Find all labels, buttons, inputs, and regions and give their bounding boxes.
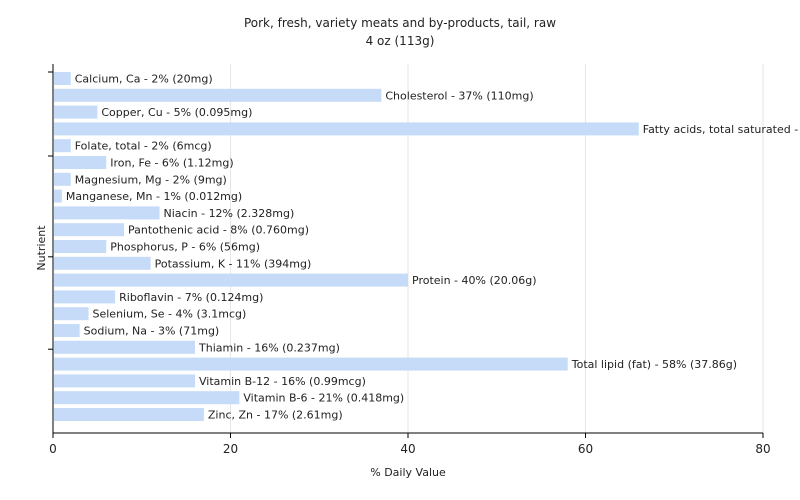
bar bbox=[54, 391, 240, 405]
bar bbox=[54, 273, 408, 287]
bar-label: Protein - 40% (20.06g) bbox=[412, 274, 537, 287]
bar bbox=[54, 307, 89, 321]
bar-label: Niacin - 12% (2.328mg) bbox=[164, 207, 295, 220]
chart-title: Pork, fresh, variety meats and by-produc… bbox=[244, 16, 556, 30]
bar-label: Cholesterol - 37% (110mg) bbox=[385, 89, 533, 102]
bar bbox=[54, 374, 195, 388]
bar-label: Magnesium, Mg - 2% (9mg) bbox=[75, 173, 227, 186]
x-axis-label: % Daily Value bbox=[370, 466, 446, 479]
x-tick-label: 40 bbox=[400, 442, 415, 456]
bar-label: Vitamin B-12 - 16% (0.99mcg) bbox=[199, 375, 366, 388]
bar-label: Selenium, Se - 4% (3.1mcg) bbox=[93, 308, 247, 321]
y-axis-ticks bbox=[48, 71, 53, 350]
bar bbox=[54, 88, 382, 102]
bar bbox=[54, 172, 71, 186]
bar bbox=[54, 290, 116, 304]
bar bbox=[54, 256, 151, 270]
bar bbox=[54, 357, 568, 371]
x-tick-label: 20 bbox=[223, 442, 238, 456]
x-tick-label: 0 bbox=[49, 442, 57, 456]
bar-label: Calcium, Ca - 2% (20mg) bbox=[75, 73, 213, 86]
bar bbox=[54, 223, 124, 237]
y-axis-label: Nutrient bbox=[35, 225, 48, 271]
bar-label: Manganese, Mn - 1% (0.012mg) bbox=[66, 190, 242, 203]
bar-label: Riboflavin - 7% (0.124mg) bbox=[119, 291, 263, 304]
bar bbox=[54, 206, 160, 220]
bar-label: Iron, Fe - 6% (1.12mg) bbox=[110, 157, 233, 170]
bar bbox=[54, 122, 639, 136]
bar bbox=[54, 105, 98, 119]
bar-label: Fatty acids, total saturated - 66% (13.1… bbox=[643, 123, 800, 136]
bar-label: Vitamin B-6 - 21% (0.418mg) bbox=[243, 392, 404, 405]
chart-subtitle: 4 oz (113g) bbox=[366, 34, 435, 48]
bar-label: Folate, total - 2% (6mcg) bbox=[75, 140, 212, 153]
bar-label: Sodium, Na - 3% (71mg) bbox=[84, 325, 220, 338]
bar bbox=[54, 340, 195, 354]
bar bbox=[54, 139, 71, 153]
bar bbox=[54, 408, 204, 421]
bar bbox=[54, 324, 80, 337]
bar bbox=[54, 189, 62, 203]
bars: Calcium, Ca - 2% (20mg) Cholesterol - 37%… bbox=[54, 72, 800, 422]
bar-label: Thiamin - 16% (0.237mg) bbox=[198, 341, 340, 354]
x-tick-label: 80 bbox=[755, 442, 770, 456]
x-tick-label: 60 bbox=[578, 442, 593, 456]
bar-label: Total lipid (fat) - 58% (37.86g) bbox=[571, 358, 737, 371]
bar bbox=[54, 72, 71, 85]
bar-label: Phosphorus, P - 6% (56mg) bbox=[110, 241, 260, 254]
bar-label: Potassium, K - 11% (394mg) bbox=[155, 257, 312, 270]
bar bbox=[54, 240, 107, 253]
bar-label: Pantothenic acid - 8% (0.760mg) bbox=[128, 224, 309, 237]
bar-label: Copper, Cu - 5% (0.095mg) bbox=[101, 106, 252, 119]
x-axis-ticks: 0 20 40 60 80 bbox=[49, 433, 771, 456]
bar bbox=[54, 156, 107, 169]
bar-label: Zinc, Zn - 17% (2.61mg) bbox=[208, 409, 343, 422]
